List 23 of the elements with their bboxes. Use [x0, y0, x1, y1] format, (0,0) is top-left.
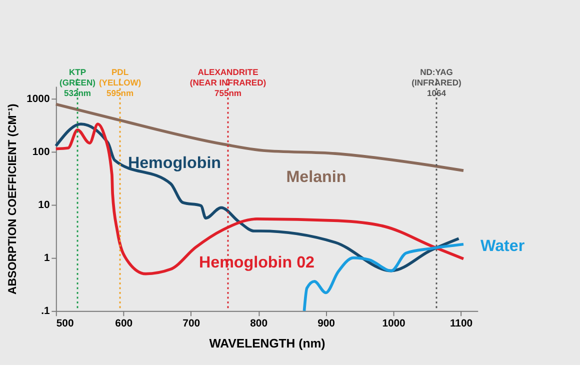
y-tick-label: 1 [44, 253, 50, 264]
x-tick-label: 600 [115, 318, 133, 330]
y-tick-label: 1000 [26, 94, 50, 105]
series-label: Water [480, 237, 526, 256]
x-axis-title: WAVELENGTH (nm) [209, 336, 326, 350]
x-tick-label: 1100 [450, 318, 473, 330]
y-axis-title: ABSORPTION COEFFICIENT (CM⁻¹) [7, 103, 20, 294]
x-tick-label: 700 [182, 318, 200, 330]
series-label: Hemoglobin 02 [199, 253, 315, 272]
x-tick-label: 900 [318, 318, 336, 330]
x-tick-label: 800 [250, 318, 268, 330]
ref-line-label: PDL (YELLOW) 595nm [98, 66, 142, 98]
y-tick-label: .1 [41, 306, 50, 318]
line-series [54, 102, 465, 172]
x-tick-label: 500 [56, 318, 74, 330]
ref-line-label: KTP (GREEN) 532nm [60, 66, 96, 98]
ref-line-label: ALEXANDRITE (NEAR INFRARED) 755nm [190, 66, 266, 98]
y-tick-label: 10 [38, 200, 50, 212]
ref-line-label: ND:YAG (INFRARED) 1064 [412, 66, 462, 98]
series-label: Melanin [286, 168, 346, 186]
x-tick-label: 1000 [382, 318, 406, 330]
y-tick-label: 100 [32, 146, 50, 158]
series-label: Hemoglobin [128, 154, 222, 172]
